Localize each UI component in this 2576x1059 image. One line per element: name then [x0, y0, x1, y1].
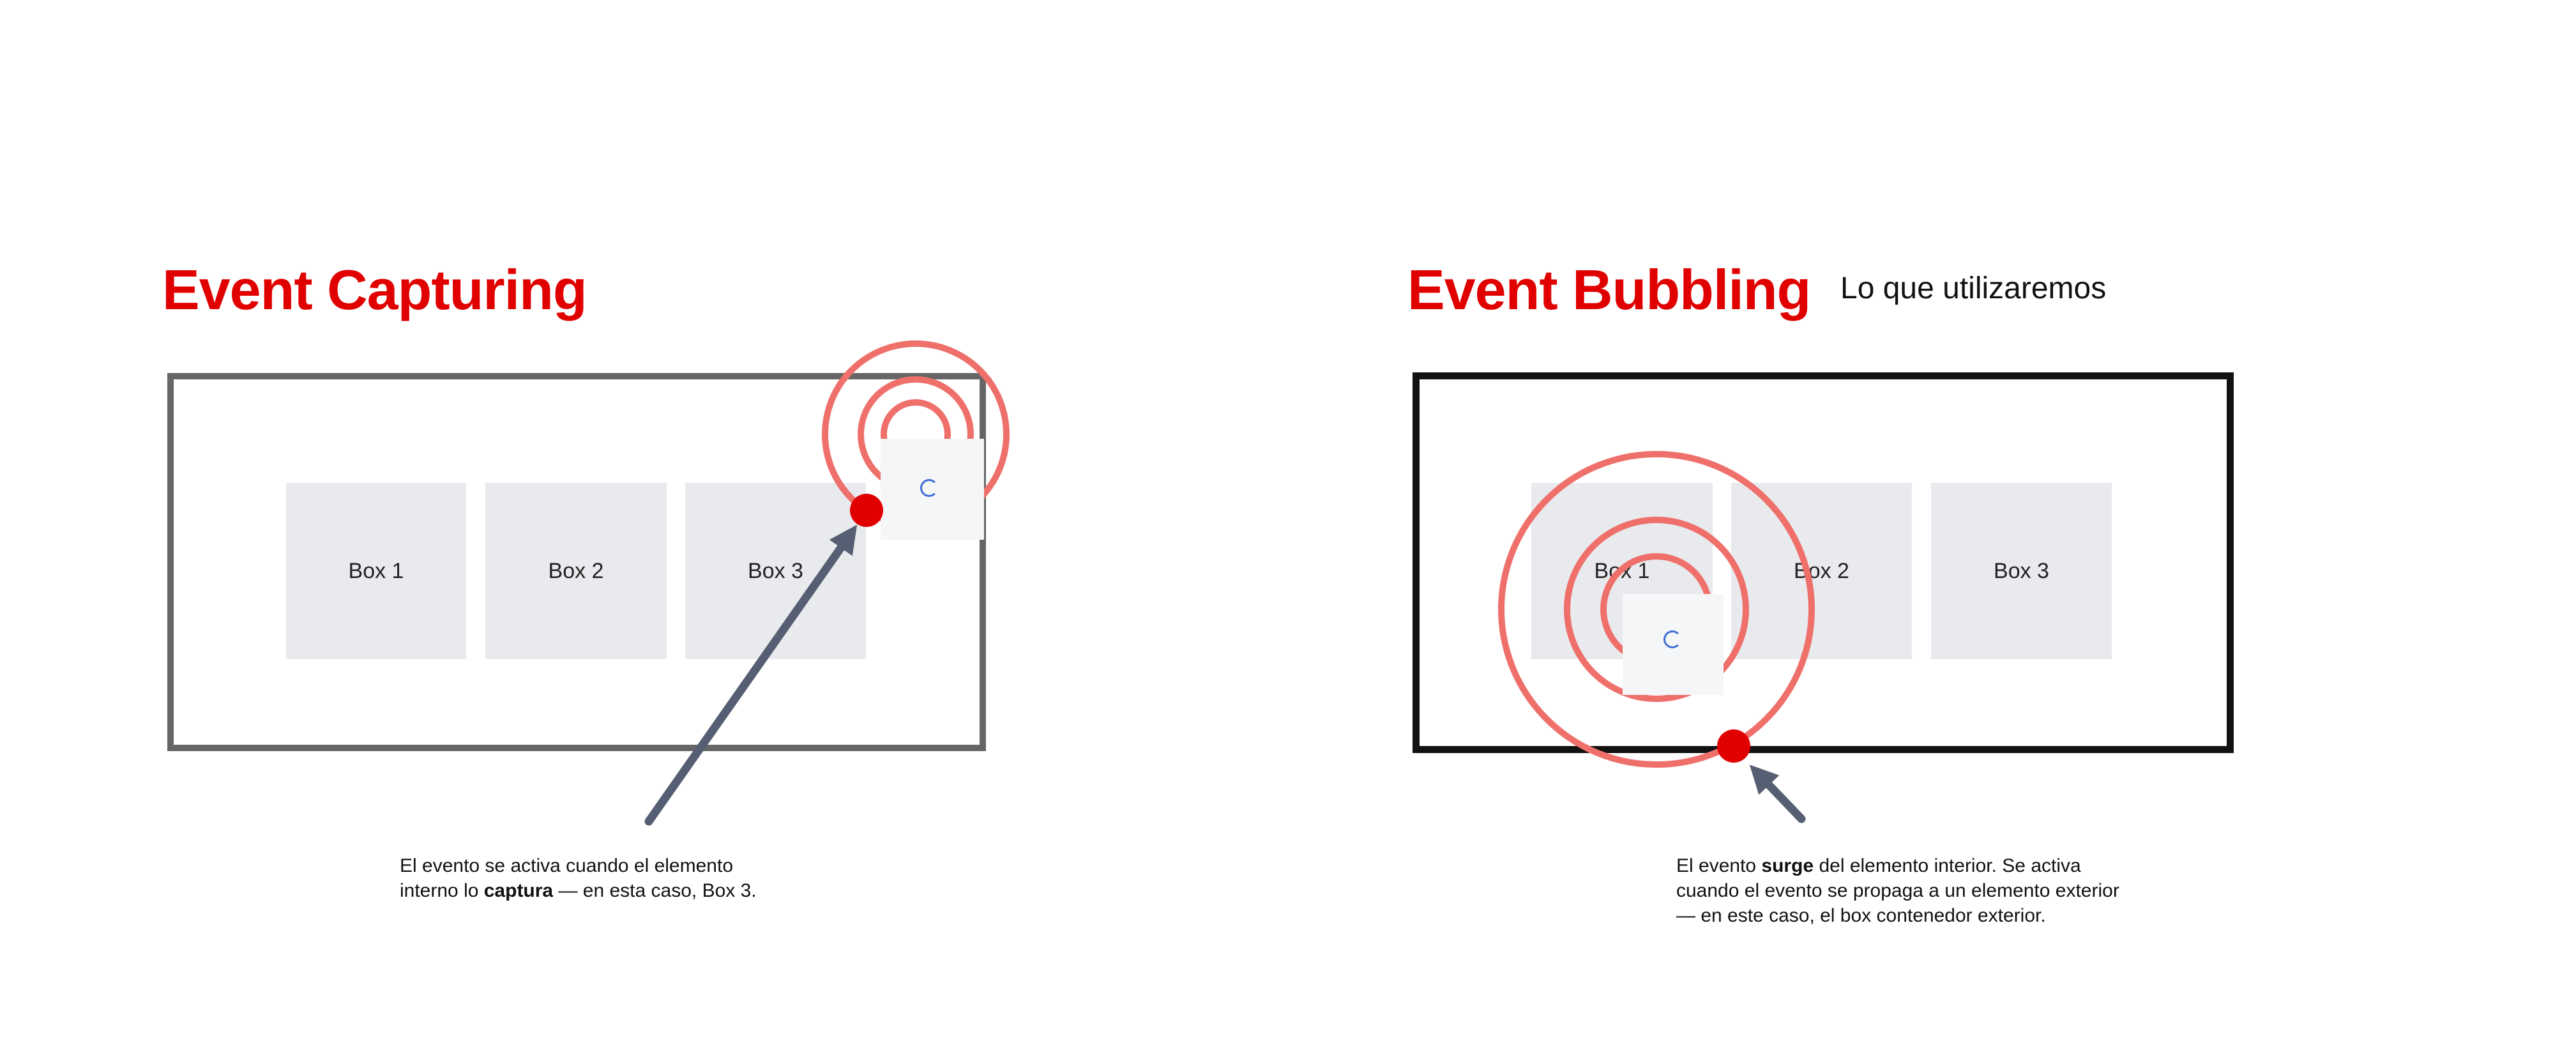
bubbling-caption-line-1: El evento surge del elemento interior. S…: [1676, 853, 2119, 878]
capturing-box-3[interactable]: Box 3: [685, 483, 866, 659]
bubbling-loading-spinner-icon: [1663, 630, 1681, 648]
bubbling-subtitle: Lo que utilizaremos: [1840, 271, 2107, 305]
capturing-caption-line-1: El evento se activa cuando el elemento: [400, 855, 733, 876]
capturing-caption: El evento se activa cuando el elemento i…: [400, 853, 757, 903]
capturing-caption-line-2-start: interno lo: [400, 880, 484, 901]
bubbling-outer-container[interactable]: [1413, 372, 2234, 753]
capturing-caption-line-2-end: — en esta caso, Box 3.: [553, 880, 757, 901]
bubbling-event-point: [1717, 729, 1750, 763]
capturing-box-1[interactable]: Box 1: [286, 483, 466, 659]
capturing-caption-keyword: captura: [483, 880, 554, 901]
bubbling-caption: El evento surge del elemento interior. S…: [1676, 853, 2119, 928]
capturing-loading-spinner-icon: [920, 479, 938, 497]
bubbling-caption-line-2: cuando el evento se propaga a un element…: [1676, 880, 2119, 901]
capturing-event-point: [850, 494, 883, 527]
capturing-caption-line-2: interno lo captura — en esta caso, Box 3…: [400, 878, 757, 903]
bubbling-cursor-card: [1623, 594, 1724, 695]
bubbling-box-3-label: Box 3: [1994, 558, 2049, 583]
bubbling-caption-keyword: surge: [1761, 855, 1814, 876]
bubbling-box-3[interactable]: Box 3: [1931, 483, 2112, 659]
bubbling-caption-line-1-start: El evento: [1676, 855, 1762, 876]
bubbling-arrow: [1749, 765, 1806, 823]
bubbling-caption-line-1-end: del elemento interior. Se activa: [1814, 855, 2081, 876]
capturing-box-1-label: Box 1: [348, 558, 404, 583]
capturing-outer-container[interactable]: [167, 373, 986, 751]
bubbling-ripple-outer: [1498, 451, 1815, 768]
capturing-box-2-label: Box 2: [548, 558, 604, 583]
capturing-box-3-label: Box 3: [748, 558, 803, 583]
bubbling-title: Event Bubbling: [1407, 258, 1811, 321]
bubbling-ripple-middle: [1564, 517, 1749, 702]
capturing-title: Event Capturing: [162, 258, 587, 321]
capturing-box-2[interactable]: Box 2: [485, 483, 667, 659]
bubbling-caption-line-3: — en este caso, el box contenedor exteri…: [1676, 905, 2046, 926]
capturing-arrow: [644, 524, 858, 826]
capturing-cursor-card: [881, 439, 984, 540]
